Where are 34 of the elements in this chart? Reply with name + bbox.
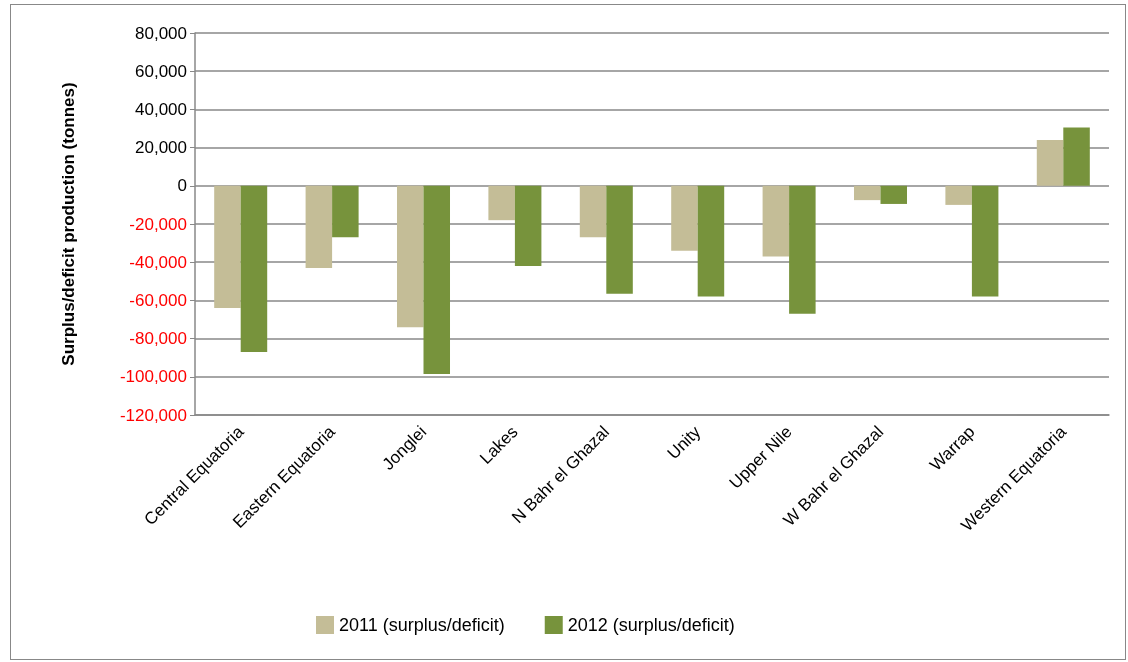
y-tick-label: -40,000 [129, 252, 187, 272]
bar [396, 185, 424, 328]
y-tick-label: 40,000 [135, 99, 187, 119]
y-tick-label: -120,000 [119, 405, 187, 425]
bar [971, 185, 999, 297]
bar [1063, 127, 1090, 186]
bar [671, 185, 698, 251]
bar [606, 185, 633, 294]
bar [423, 185, 451, 374]
bar [697, 185, 725, 297]
bar [305, 185, 333, 268]
bar [214, 185, 241, 309]
bar [579, 185, 607, 238]
y-tick-label: 20,000 [135, 138, 187, 158]
bar [514, 185, 542, 267]
y-axis-title: Surplus/deficit production (tonnes) [59, 82, 78, 366]
y-tick-label: -100,000 [119, 367, 187, 387]
bar [789, 185, 816, 314]
bar [853, 185, 881, 201]
bar [945, 185, 972, 205]
legend-label: 2012 (surplus/deficit) [567, 615, 735, 635]
y-tick-label: 80,000 [135, 23, 187, 43]
y-tick-label: -80,000 [129, 329, 187, 349]
legend-label: 2011 (surplus/deficit) [339, 615, 505, 635]
bar [1036, 139, 1064, 186]
bar [488, 185, 515, 221]
y-tick-label: -60,000 [129, 290, 187, 310]
bar [332, 185, 359, 238]
y-tick-label: -20,000 [129, 214, 187, 234]
bar [762, 185, 790, 257]
bar [240, 185, 268, 352]
y-tick-label: 60,000 [135, 61, 187, 81]
bar [880, 185, 908, 204]
y-tick-label: 0 [177, 176, 187, 196]
